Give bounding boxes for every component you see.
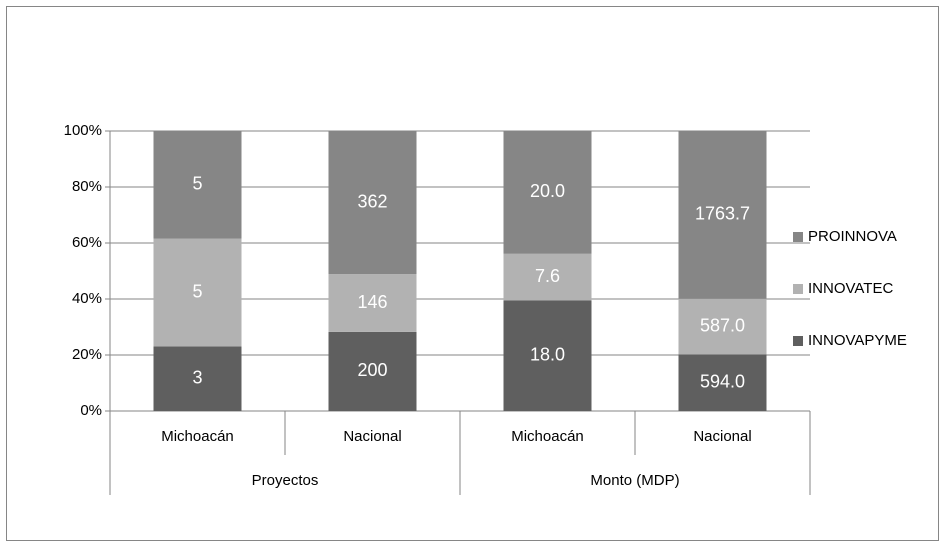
bar-segment xyxy=(678,354,767,411)
value-label: 1763.7 xyxy=(695,204,750,224)
bar-segment xyxy=(503,131,592,254)
x-tick-label: Michoacán xyxy=(511,428,584,445)
bar-segment xyxy=(328,131,417,275)
bar-segment xyxy=(328,331,417,411)
y-tick-label: 80% xyxy=(72,178,102,195)
x-tick-label: Michoacán xyxy=(161,428,234,445)
legend-label: INNOVAPYME xyxy=(808,332,907,349)
bar-segment xyxy=(678,298,767,355)
y-tick-label: 0% xyxy=(80,402,102,419)
chart-border xyxy=(6,6,939,541)
legend-swatch xyxy=(793,232,803,242)
value-label: 362 xyxy=(357,191,387,211)
value-label: 594.0 xyxy=(700,372,745,392)
value-label: 200 xyxy=(357,360,387,380)
value-label: 3 xyxy=(192,367,202,387)
bar-segment xyxy=(503,253,592,301)
value-label: 18.0 xyxy=(530,344,565,364)
y-tick-label: 100% xyxy=(64,122,102,139)
bar-segment xyxy=(328,274,417,332)
legend-label: INNOVATEC xyxy=(808,280,893,297)
group-label: Proyectos xyxy=(252,472,319,489)
x-tick-label: Nacional xyxy=(343,428,401,445)
legend-label: PROINNOVA xyxy=(808,228,897,245)
value-label: 5 xyxy=(192,174,202,194)
value-label: 20.0 xyxy=(530,181,565,201)
y-tick-label: 60% xyxy=(72,234,102,251)
bar-segment xyxy=(153,238,242,347)
x-tick-label: Nacional xyxy=(693,428,751,445)
value-label: 146 xyxy=(357,292,387,312)
group-label: Monto (MDP) xyxy=(590,472,679,489)
bar-segment xyxy=(678,131,767,299)
bar-segment xyxy=(153,131,242,239)
bar-segment xyxy=(503,300,592,411)
y-tick-label: 20% xyxy=(72,346,102,363)
y-tick-label: 40% xyxy=(72,290,102,307)
value-label: 5 xyxy=(192,281,202,301)
legend-swatch xyxy=(793,336,803,346)
legend-swatch xyxy=(793,284,803,294)
bar-segment xyxy=(153,346,242,411)
value-label: 7.6 xyxy=(535,266,560,286)
value-label: 587.0 xyxy=(700,315,745,335)
